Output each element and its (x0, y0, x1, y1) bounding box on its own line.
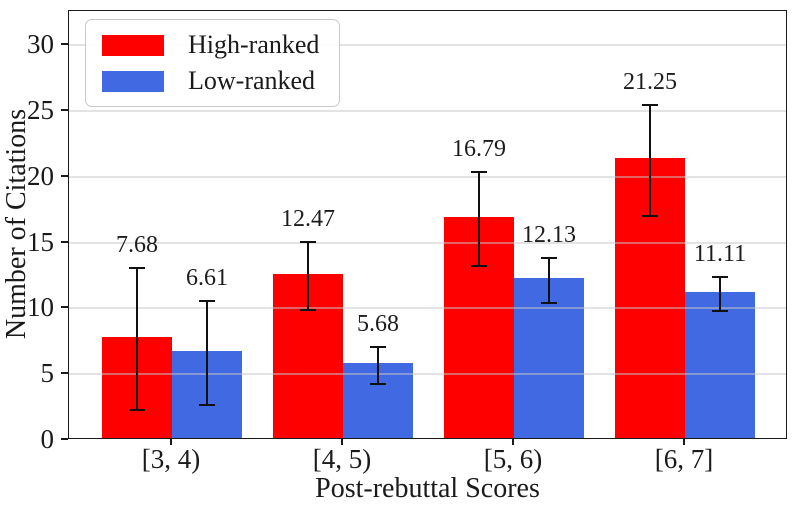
y-tick-mark (61, 109, 68, 111)
error-bar-cap-bottom (471, 265, 487, 268)
legend: High-ranked Low-ranked (85, 19, 341, 107)
error-bar-cap-top (199, 300, 215, 303)
error-bar-line (206, 301, 208, 405)
x-tick-mark (170, 439, 172, 445)
gridline (69, 373, 786, 376)
error-bar-cap-top (642, 104, 658, 107)
error-bar-cap-top (471, 170, 487, 173)
error-bar-cap-bottom (541, 301, 557, 304)
gridline (69, 307, 786, 310)
error-bar-cap-bottom (370, 382, 386, 385)
x-tick-label: [6, 7] (654, 444, 714, 474)
gridline (69, 110, 786, 112)
x-tick-mark (683, 439, 685, 445)
bar-low-ranked (514, 278, 584, 438)
y-tick-label: 15 (27, 226, 54, 257)
bar-low-ranked (685, 291, 755, 438)
error-bar-line (478, 171, 480, 267)
error-bar-cap-bottom (199, 403, 215, 406)
legend-item-low-ranked: Low-ranked (102, 68, 319, 94)
y-tick-mark (61, 174, 68, 177)
error-bar-line (548, 258, 550, 303)
bar-value-label: 11.11 (693, 240, 747, 267)
x-tick-label: [4, 5) (312, 444, 372, 474)
x-tick-mark (341, 439, 343, 445)
plot-area: High-ranked Low-ranked 7.68 12.47 16.79 21.2… (68, 10, 787, 439)
legend-label: High-ranked (188, 30, 320, 59)
error-bar-cap-top (300, 240, 316, 243)
legend-swatch-low-ranked (102, 70, 164, 92)
legend-label: Low-ranked (188, 66, 316, 95)
bar-value-label: 6.61 (186, 265, 228, 292)
error-bar-line (307, 241, 309, 311)
x-tick-mark (512, 439, 514, 445)
error-bar-line (649, 105, 651, 216)
error-bar-cap-bottom (712, 309, 728, 312)
legend-item-high-ranked: High-ranked (102, 32, 319, 58)
gridline (69, 175, 786, 178)
bar-value-label: 12.47 (281, 205, 335, 232)
error-bar-line (377, 346, 379, 384)
error-bar-cap-top (712, 275, 728, 278)
x-tick-label: [3, 4) (141, 444, 201, 474)
x-tick-label: [5, 6) (483, 444, 543, 474)
gridline (69, 44, 786, 47)
legend-swatch-high-ranked (102, 34, 164, 56)
error-bar-cap-bottom (642, 214, 658, 217)
bar-value-label: 7.68 (116, 231, 158, 258)
y-tick-mark (61, 306, 68, 309)
error-bar-line (719, 276, 721, 311)
y-tick-label: 5 (40, 358, 55, 389)
y-tick-mark (61, 372, 68, 375)
y-tick-label: 10 (27, 292, 54, 323)
y-tick-label: 20 (27, 160, 54, 191)
error-bar-line (136, 267, 138, 410)
gridline (69, 241, 786, 244)
bar-value-label: 5.68 (357, 310, 399, 337)
error-bar-cap-top (541, 257, 557, 259)
y-tick-mark (61, 438, 68, 440)
y-tick-label: 25 (27, 95, 54, 125)
y-tick-mark (61, 240, 68, 243)
bar-value-label: 16.79 (452, 135, 506, 162)
y-tick-mark (61, 43, 68, 46)
x-axis-label: Post-rebuttal Scores (315, 473, 540, 504)
error-bar-cap-bottom (129, 408, 145, 411)
bar-value-label: 12.13 (522, 222, 576, 249)
error-bar-cap-bottom (300, 309, 316, 312)
y-tick-label: 30 (27, 29, 54, 60)
error-bar-cap-top (370, 345, 386, 348)
error-bar-cap-top (129, 266, 145, 269)
y-tick-label: 0 (40, 424, 55, 454)
bar-value-label: 21.25 (623, 69, 677, 96)
